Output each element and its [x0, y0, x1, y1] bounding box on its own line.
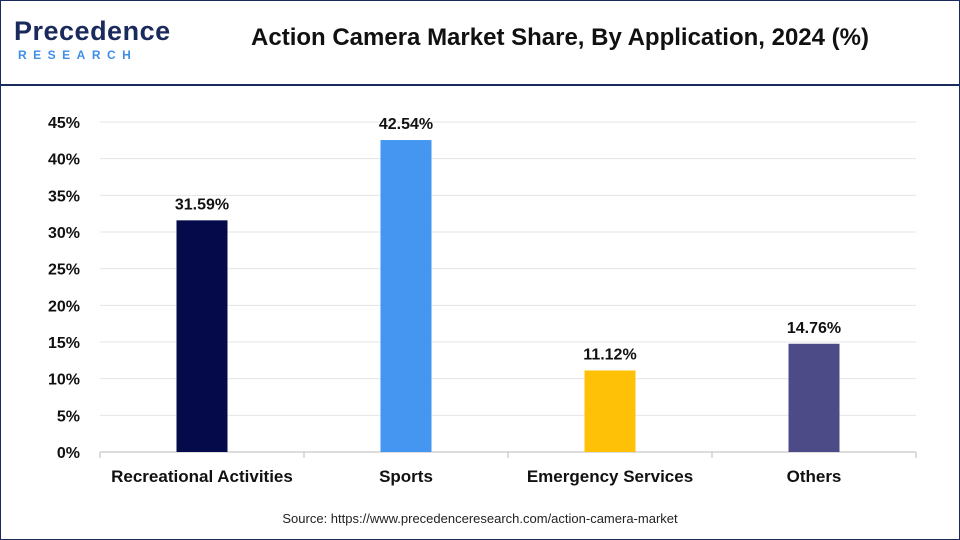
y-tick-label: 25%: [48, 262, 80, 279]
y-tick-label: 45%: [48, 115, 80, 132]
x-tick-label: Recreational Activities: [111, 467, 293, 486]
y-tick-label: 35%: [48, 188, 80, 205]
y-tick-label: 15%: [48, 335, 80, 352]
logo-subtitle: RESEARCH: [18, 48, 138, 62]
y-tick-label: 5%: [57, 408, 80, 425]
bar: [788, 343, 840, 452]
bar: [584, 370, 636, 452]
y-tick-label: 40%: [48, 152, 80, 169]
y-tick-label: 0%: [57, 445, 80, 462]
chart-title: Action Camera Market Share, By Applicati…: [251, 24, 869, 51]
data-label: 14.76%: [787, 320, 841, 337]
bar: [176, 220, 228, 452]
data-label: 31.59%: [175, 196, 229, 213]
data-label: 11.12%: [583, 346, 636, 363]
precedence-research-logo: Precedence RESEARCH: [14, 16, 170, 66]
data-label: 42.54%: [379, 116, 433, 133]
bar: [380, 140, 432, 453]
x-tick-label: Others: [787, 467, 842, 486]
source-note: Source: https://www.precedenceresearch.c…: [282, 511, 678, 526]
x-tick-label: Emergency Services: [527, 467, 693, 486]
logo-wordmark: Precedence: [14, 16, 171, 46]
y-tick-label: 30%: [48, 225, 80, 242]
x-tick-label: Sports: [379, 467, 433, 486]
header: Precedence RESEARCH Action Camera Market…: [0, 0, 960, 86]
y-tick-label: 20%: [48, 298, 80, 315]
y-tick-label: 10%: [48, 372, 80, 389]
